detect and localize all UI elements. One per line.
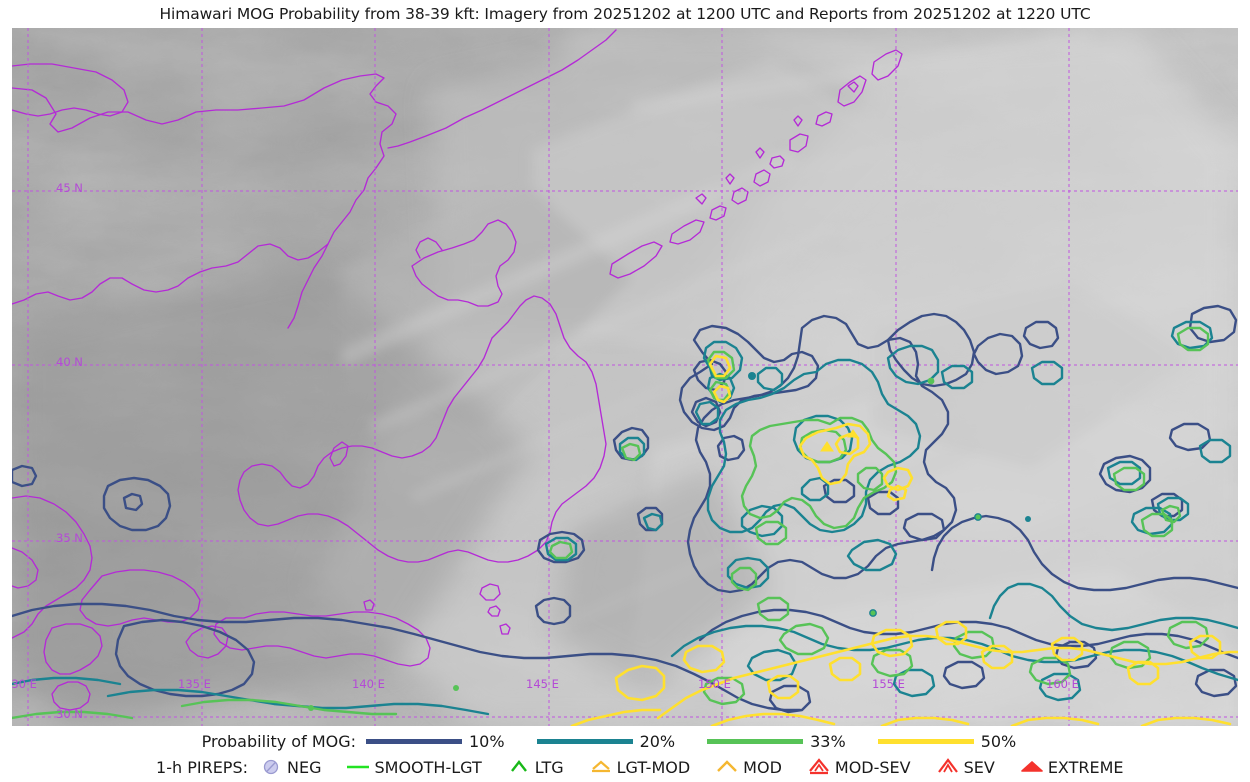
legend-item-pirep-lgt-mod[interactable]: LGT-MOD bbox=[588, 757, 691, 777]
prob-50-swatch bbox=[877, 738, 974, 744]
prob-33-label: 33% bbox=[810, 731, 846, 751]
legend-spacer bbox=[505, 741, 537, 742]
pirep-extreme-label: EXTREME bbox=[1047, 757, 1124, 777]
pirep-markers bbox=[308, 372, 1031, 711]
pirep-ltg-label: LTG bbox=[534, 757, 564, 777]
probability-legend-row: Probability of MOG: 10% 20% 33% 50% bbox=[0, 728, 1250, 754]
legend-item-prob-10[interactable]: 10% bbox=[366, 732, 505, 751]
legend-item-pirep-neg[interactable]: NEG bbox=[258, 757, 321, 777]
lon-label-130e: 130 E bbox=[12, 677, 37, 691]
mod-caret-icon bbox=[717, 760, 738, 772]
ltg-caret-icon bbox=[510, 760, 527, 772]
pirep-mod-label: MOD bbox=[743, 757, 782, 777]
legend-item-pirep-ltg[interactable]: LTG bbox=[506, 757, 564, 777]
lat-label-45n: 45 N bbox=[56, 181, 83, 195]
legend-panel: Probability of MOG: 10% 20% 33% 50% bbox=[0, 726, 1250, 782]
lon-label-145e: 145 E bbox=[526, 677, 559, 691]
pirep-lgt-mod-label: LGT-MOD bbox=[616, 757, 691, 777]
pirep-mod-sev-label: MOD-SEV bbox=[834, 757, 911, 777]
page-title: Himawari MOG Probability from 38-39 kft:… bbox=[0, 0, 1250, 28]
prob-20-swatch bbox=[536, 738, 633, 744]
neg-circle-slash-icon bbox=[263, 759, 279, 775]
prob-33-swatch bbox=[707, 738, 804, 744]
legend-item-pirep-smooth-lgt[interactable]: SMOOTH-LGT bbox=[345, 757, 482, 777]
lon-label-155e: 155 E bbox=[872, 677, 905, 691]
legend-item-prob-50[interactable]: 50% bbox=[877, 731, 1017, 751]
legend-spacer bbox=[846, 741, 878, 742]
contour-50pct bbox=[570, 354, 1238, 726]
lat-label-30n: 30 N bbox=[56, 707, 83, 721]
pireps-legend-row: 1-h PIREPS: NEG SMOOTH-LGT bbox=[0, 754, 1250, 780]
pireps-legend-items: NEG SMOOTH-LGT LTG bbox=[258, 757, 1148, 777]
legend-item-pirep-extreme[interactable]: EXTREME bbox=[1019, 757, 1124, 777]
lon-label-160e: 160 E bbox=[1046, 677, 1079, 691]
coastlines bbox=[12, 29, 903, 711]
graticule bbox=[12, 28, 1238, 726]
prob-20-label: 20% bbox=[639, 731, 676, 751]
prob-10-label: 10% bbox=[469, 731, 505, 751]
pirep-smooth-lgt-label: SMOOTH-LGT bbox=[374, 757, 482, 777]
lon-label-140e: 140 E bbox=[352, 677, 385, 691]
lon-label-135e: 135 E bbox=[178, 677, 211, 691]
legend-spacer bbox=[675, 741, 707, 742]
smooth-lgt-line-icon bbox=[347, 765, 370, 769]
prob-50-label: 50% bbox=[980, 731, 1017, 751]
legend-item-pirep-mod[interactable]: MOD bbox=[714, 757, 782, 777]
graticule-labels: 45 N 40 N 35 N 30 N 130 E 135 E 140 E 14… bbox=[12, 181, 1079, 721]
pireps-legend-heading: 1-h PIREPS: bbox=[156, 757, 248, 777]
lat-label-40n: 40 N bbox=[56, 355, 83, 369]
pirep-sev-label: SEV bbox=[963, 757, 995, 777]
map-inner: 45 N 40 N 35 N 30 N 130 E 135 E 140 E 14… bbox=[12, 28, 1238, 726]
probability-legend-heading: Probability of MOG: bbox=[201, 731, 356, 751]
lon-label-150e: 150 E bbox=[698, 677, 731, 691]
extreme-filled-triangle-icon bbox=[1021, 761, 1043, 772]
sev-peak-icon bbox=[937, 758, 958, 773]
pirep-neg-label: NEG bbox=[287, 757, 322, 777]
map-canvas[interactable]: 45 N 40 N 35 N 30 N 130 E 135 E 140 E 14… bbox=[12, 28, 1238, 726]
prob-10-swatch bbox=[366, 738, 462, 744]
page-title-text: Himawari MOG Probability from 38-39 kft:… bbox=[159, 5, 1091, 23]
lgt-mod-caret-bar-icon bbox=[591, 760, 610, 773]
legend-item-prob-33[interactable]: 33% bbox=[707, 732, 846, 751]
legend-item-prob-20[interactable]: 20% bbox=[536, 731, 676, 751]
legend-item-pirep-mod-sev[interactable]: MOD-SEV bbox=[806, 757, 911, 777]
mod-sev-peak-bar-icon bbox=[809, 758, 829, 775]
map-svg: 45 N 40 N 35 N 30 N 130 E 135 E 140 E 14… bbox=[12, 28, 1238, 726]
legend-item-pirep-sev[interactable]: SEV bbox=[935, 757, 995, 777]
lat-label-35n: 35 N bbox=[56, 531, 83, 545]
